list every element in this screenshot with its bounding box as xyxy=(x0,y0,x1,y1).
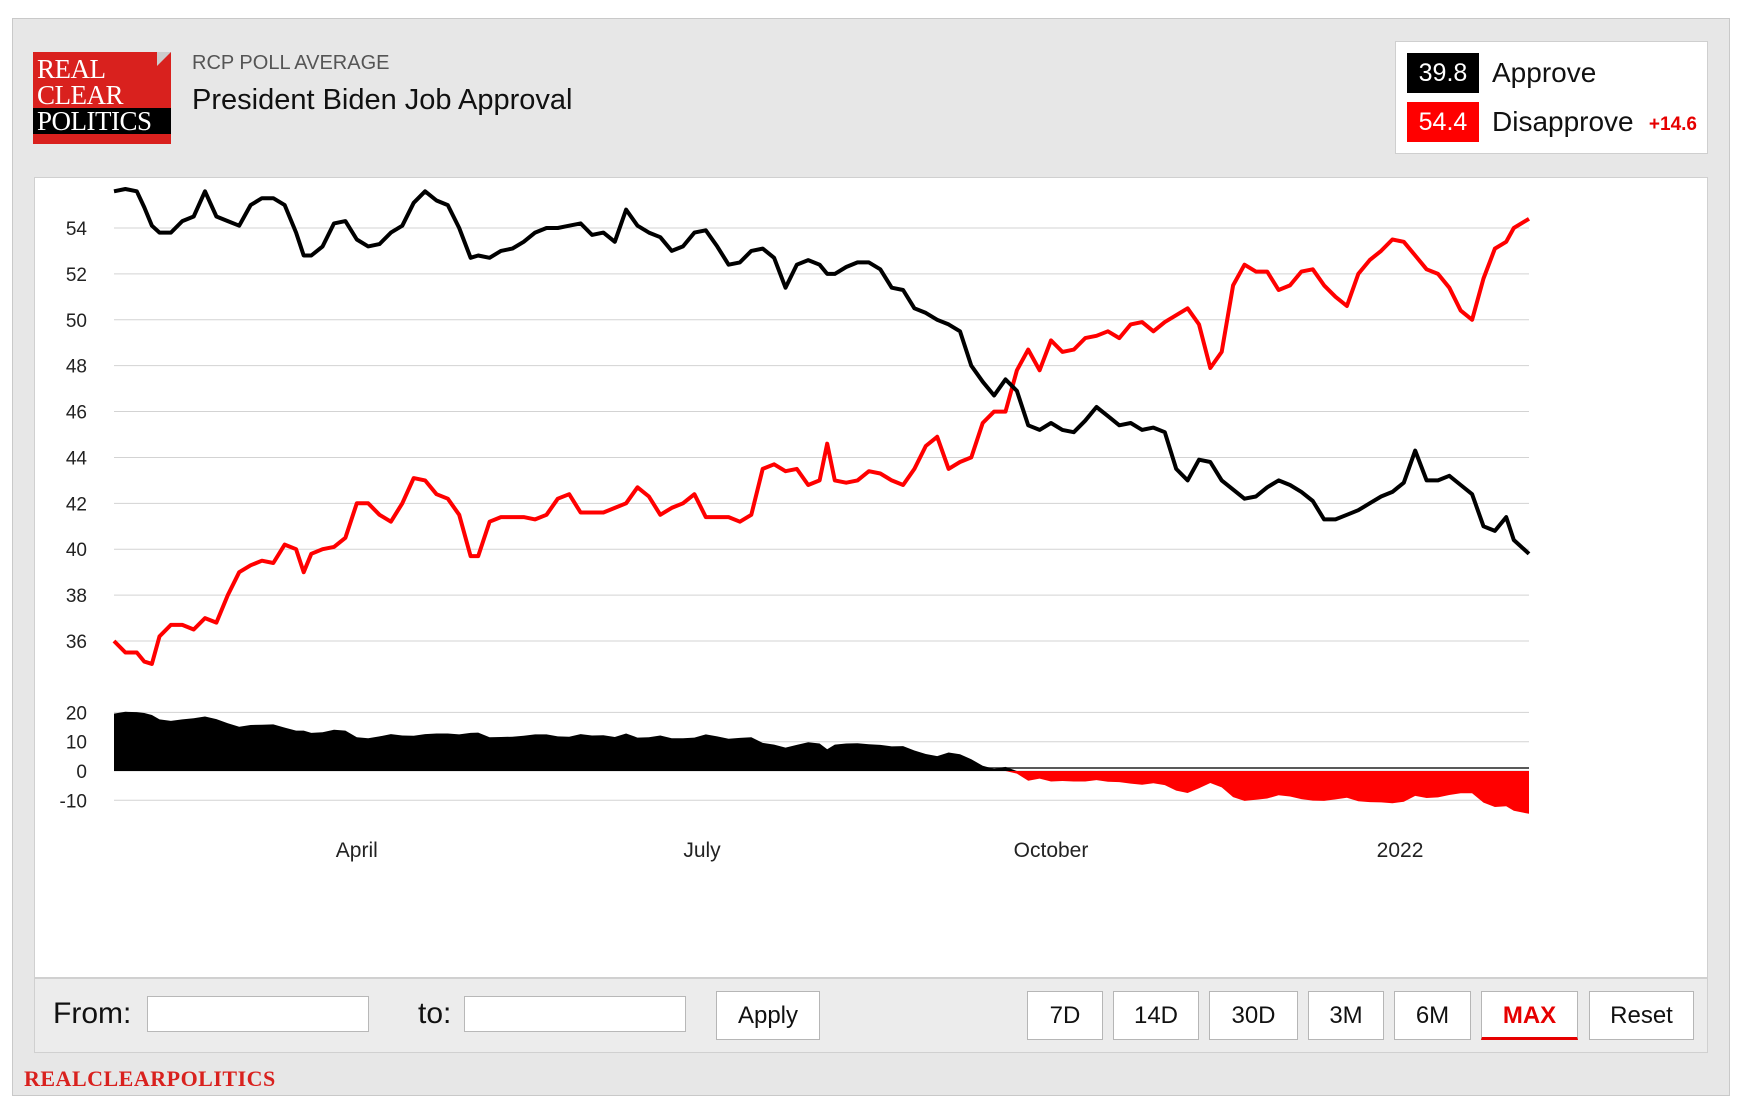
main-y-tick-label: 40 xyxy=(66,540,87,561)
range-6m-button[interactable]: 6M xyxy=(1394,991,1471,1040)
main-y-tick-label: 54 xyxy=(66,219,88,240)
header-subtitle: RCP POLL AVERAGE xyxy=(192,52,390,74)
spread-y-tick-label: 0 xyxy=(76,762,87,783)
range-7d-button[interactable]: 7D xyxy=(1027,991,1103,1040)
spread-area-negative xyxy=(114,771,1529,814)
chart-svg[interactable]: 36 38 40 42 44 46 48 50 52 54 20 10 0 -10 April July O… xyxy=(35,178,1707,977)
spread-y-tick-label: 20 xyxy=(66,703,87,724)
series-line-disapprove xyxy=(112,217,1531,666)
main-y-axis: 36 38 40 42 44 46 48 50 52 54 xyxy=(66,219,88,653)
main-gridlines xyxy=(114,227,1529,642)
realclearpolitics-logo[interactable]: REAL CLEAR POLITICS xyxy=(33,52,171,144)
reset-button[interactable]: Reset xyxy=(1589,991,1694,1040)
range-3m-button[interactable]: 3M xyxy=(1308,991,1384,1040)
logo-line-2: CLEAR xyxy=(37,80,124,110)
range-14d-button[interactable]: 14D xyxy=(1113,991,1199,1040)
spread-y-tick-label: 10 xyxy=(66,733,87,754)
from-label: From: xyxy=(53,997,132,1030)
main-y-tick-label: 46 xyxy=(66,403,87,424)
disapprove-label: Disapprove xyxy=(1492,106,1634,137)
controls-bar: From: to: Apply 7D 14D 30D 3M 6M MAX Res… xyxy=(34,978,1708,1053)
to-date-input[interactable] xyxy=(464,996,686,1032)
approve-label: Approve xyxy=(1492,57,1597,88)
to-label: to: xyxy=(418,997,452,1030)
range-max-button[interactable]: MAX xyxy=(1481,991,1578,1040)
legend-approve-row: 39.8 Approve xyxy=(1407,53,1596,93)
from-date-input[interactable] xyxy=(147,996,369,1032)
apply-button[interactable]: Apply xyxy=(716,991,820,1040)
main-lines xyxy=(112,187,1531,666)
spread-y-axis: 20 10 0 -10 xyxy=(60,703,87,812)
x-tick-label: 2022 xyxy=(1377,839,1424,862)
main-y-tick-label: 44 xyxy=(66,448,88,469)
spread-area-positive xyxy=(114,711,1529,771)
series-line-approve xyxy=(113,187,1531,556)
logo-line-1: REAL xyxy=(37,54,106,84)
main-y-tick-label: 52 xyxy=(66,265,87,286)
main-y-tick-label: 50 xyxy=(66,311,87,332)
logo-corner-fold xyxy=(157,52,171,66)
disapprove-value-badge: 54.4 xyxy=(1407,102,1479,142)
spread-area xyxy=(114,711,1529,814)
page-title: President Biden Job Approval xyxy=(192,84,573,116)
x-axis: April July October 2022 xyxy=(336,839,1424,862)
legend-disapprove-row: 54.4 Disapprove xyxy=(1407,102,1634,142)
range-30d-button[interactable]: 30D xyxy=(1209,991,1298,1040)
x-tick-label: April xyxy=(336,839,378,862)
chart-area: 36 38 40 42 44 46 48 50 52 54 20 10 0 -10 April July O… xyxy=(34,177,1708,978)
x-tick-label: October xyxy=(1014,839,1089,862)
main-y-tick-label: 48 xyxy=(66,357,87,378)
logo-line-3: POLITICS xyxy=(33,108,171,135)
main-y-tick-label: 38 xyxy=(66,586,87,607)
spread-value: +14.6 xyxy=(1648,114,1697,135)
legend-box: 39.8 Approve 54.4 Disapprove +14.6 xyxy=(1395,41,1708,154)
x-tick-label: July xyxy=(683,839,721,862)
main-y-tick-label: 42 xyxy=(66,494,87,515)
approve-value-badge: 39.8 xyxy=(1407,53,1479,93)
spread-y-tick-label: -10 xyxy=(60,791,87,812)
main-y-tick-label: 36 xyxy=(66,632,87,653)
footer-brand[interactable]: REALCLEARPOLITICS xyxy=(24,1066,276,1091)
